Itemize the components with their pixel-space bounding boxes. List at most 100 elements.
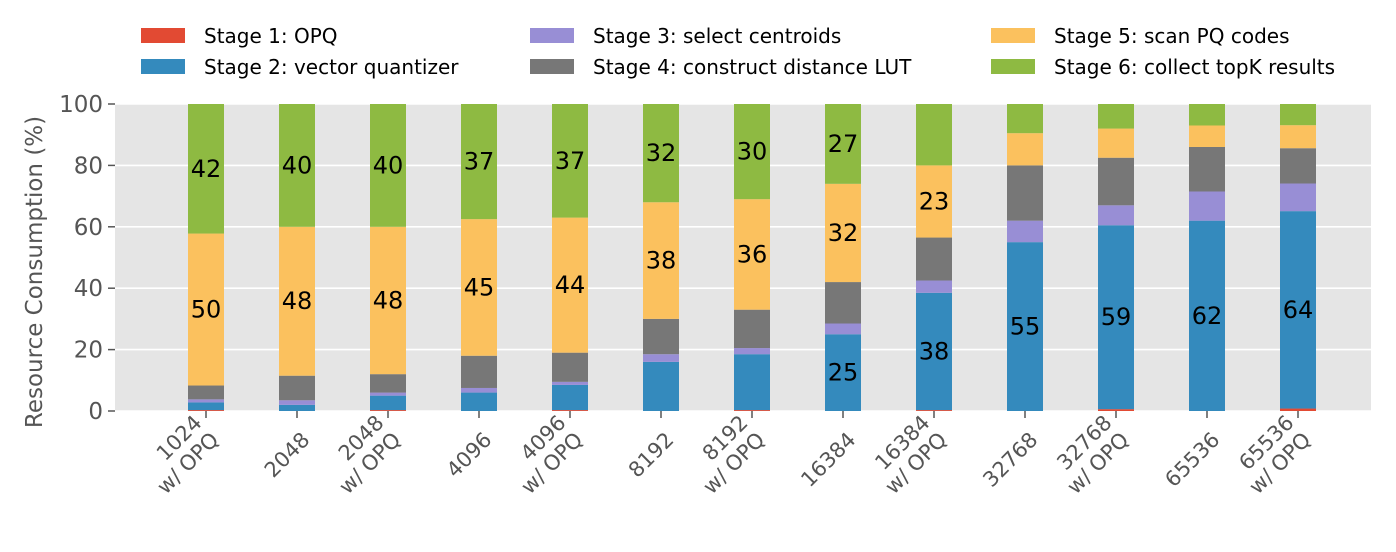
bar-segment-stage-3 [279, 400, 315, 405]
legend-entry: Stage 4: construct distance LUT [593, 55, 912, 79]
bar-segment-stage-5 [825, 183, 861, 283]
bar-segment-stage-2 [461, 392, 497, 411]
x-tick-label-line: 2048 [260, 428, 315, 483]
y-axis-label: Resource Consumption (%) [22, 116, 48, 428]
data-label: 45 [464, 273, 495, 301]
y-tick-label: 80 [74, 153, 103, 179]
x-tick-label: 16384 [796, 428, 860, 492]
bar-segment-stage-2 [188, 402, 224, 411]
bar-segment-stage-5 [370, 226, 406, 375]
bar-segment-stage-6 [825, 104, 861, 184]
bar-segment-stage-6 [916, 104, 952, 166]
bar-segment-stage-6 [1280, 104, 1316, 126]
bar-segment-stage-2 [643, 361, 679, 411]
bar-segment-stage-2 [1280, 211, 1316, 409]
bar-segment-stage-5 [916, 165, 952, 238]
legend-swatch [141, 59, 185, 74]
x-tick-label-line: 8192 [624, 428, 679, 483]
bar-segment-stage-5 [1280, 125, 1316, 149]
data-label: 27 [828, 130, 859, 158]
y-tick-label: 40 [74, 276, 103, 302]
bar-segment-stage-3 [370, 392, 406, 396]
legend-swatch [530, 59, 574, 74]
legend-swatch [991, 59, 1035, 74]
bar-segment-stage-2 [370, 395, 406, 411]
data-label: 48 [282, 287, 313, 315]
bar-segment-stage-3 [916, 280, 952, 293]
y-tick-label: 0 [88, 399, 103, 425]
bar-segment-stage-4 [370, 374, 406, 393]
bar-segment-stage-4 [825, 282, 861, 324]
bar-segment-stage-1 [552, 410, 588, 411]
bar-segment-stage-5 [1007, 133, 1043, 166]
bar-segment-stage-3 [643, 354, 679, 362]
data-label: 40 [282, 151, 313, 179]
data-label: 59 [1101, 303, 1132, 331]
bar-segment-stage-1 [1280, 408, 1316, 411]
legend-swatch [991, 28, 1035, 43]
bar-segment-stage-3 [1007, 220, 1043, 243]
bar-segment-stage-2 [1189, 220, 1225, 411]
bar-segment-stage-4 [1280, 148, 1316, 184]
bar-segment-stage-5 [461, 219, 497, 356]
bar-segment-stage-6 [370, 104, 406, 227]
legend-swatch [530, 28, 574, 43]
bar-segment-stage-6 [734, 104, 770, 200]
bar-segment-stage-2 [916, 292, 952, 411]
y-tick-label: 20 [74, 338, 103, 364]
bar-segment-stage-4 [916, 237, 952, 281]
bar-segment-stage-5 [643, 202, 679, 319]
bar-segment-stage-3 [1189, 191, 1225, 221]
y-axis: 0 20 40 60 80 100 [59, 92, 115, 425]
data-label: 64 [1283, 296, 1314, 324]
data-label: 48 [373, 286, 404, 314]
data-label: 44 [555, 271, 586, 299]
bar-segment-stage-3 [552, 381, 588, 385]
y-tick-label: 60 [74, 215, 103, 241]
bar-segment-stage-3 [188, 399, 224, 403]
bar-segment-stage-6 [552, 104, 588, 218]
data-label: 55 [1010, 313, 1041, 341]
x-tick-label: 2048 [260, 428, 315, 483]
bar-segment-stage-2 [734, 354, 770, 411]
bar-segment-stage-4 [552, 352, 588, 382]
bar-segment-stage-5 [552, 217, 588, 353]
x-tick-label-line: 4096 [442, 428, 497, 483]
data-label: 36 [737, 240, 768, 268]
bar-segment-stage-6 [1098, 104, 1134, 129]
bar-segment-stage-1 [188, 410, 224, 411]
data-label: 32 [646, 139, 677, 167]
data-label: 50 [191, 296, 222, 324]
bar-segment-stage-6 [461, 104, 497, 220]
data-label: 32 [828, 219, 859, 247]
bar-segment-stage-1 [370, 410, 406, 411]
bar-segment-stage-6 [188, 104, 224, 234]
data-label: 38 [646, 247, 677, 275]
legend-entry: Stage 5: scan PQ codes [1054, 24, 1290, 48]
bar-segment-stage-2 [1007, 242, 1043, 411]
bar-segment-stage-2 [279, 404, 315, 411]
bar-segment-stage-6 [1189, 104, 1225, 126]
data-label: 37 [555, 147, 586, 175]
bar-segment-stage-5 [188, 233, 224, 386]
bar-segment-stage-4 [279, 375, 315, 401]
data-label: 38 [919, 337, 950, 365]
x-tick-label: 4096 [442, 428, 497, 483]
bar-segment-stage-4 [734, 309, 770, 349]
bar-segment-stage-5 [1098, 128, 1134, 158]
data-labels: 50 42 48 40 48 40 45 37 44 37 38 32 36 30 25 32 27 38 23 55… [191, 130, 1314, 387]
bar-segment-stage-6 [643, 104, 679, 203]
data-label: 37 [464, 148, 495, 176]
legend-entry: Stage 3: select centroids [593, 24, 841, 48]
bar-segment-stage-6 [1007, 104, 1043, 134]
bar-segment-stage-4 [1007, 165, 1043, 221]
bar-segment-stage-3 [1280, 183, 1316, 212]
data-label: 42 [191, 155, 222, 183]
bar-segment-stage-6 [279, 104, 315, 227]
data-label: 62 [1192, 302, 1223, 330]
